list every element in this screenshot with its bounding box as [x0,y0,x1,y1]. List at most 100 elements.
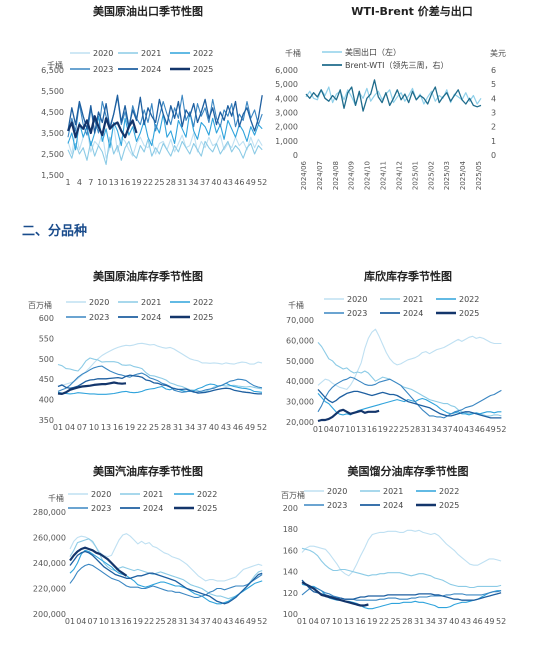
chart-5-xtick-label: 13 [110,617,120,626]
chart-1-xtick-label: 22 [143,178,153,187]
chart-2-ytick-right-label: 1 [491,137,496,146]
chart-3-series-2025-line [57,381,127,395]
chart-6-ytick-label: 120 [283,589,298,598]
chart-6-xtick-label: 49 [484,617,494,626]
chart-1-legend-label: 2021 [141,49,161,58]
chart-6-legend-label: 2023 [327,501,347,510]
chart-4-xtick-label: 22 [388,425,398,434]
chart-4-legend-label: 2023 [347,309,367,318]
chart-4-y-unit: 千桶 [288,301,304,310]
chart-5-series-2025-line [69,546,128,577]
chart-4-xtick-label: 19 [378,425,388,434]
chart-3-xtick-label: 25 [149,423,159,432]
chart-2-ytick-label: 5,000 [275,80,298,89]
chart-2-series-BrentWTI-line [305,79,482,112]
chart-2-xtick-label: 2024/08 [332,161,340,190]
chart-4-group: 20,000 30,000 40,000 50,000 60,000 70,000 01 04… [286,295,506,434]
chart-5-title: 美国汽油库存季节性图 [93,465,203,478]
chart-3-y-unit: 百万桶 [28,301,52,310]
chart-1-xtick-label: 1 [65,178,70,187]
chart-6-xtick-label: 34 [426,617,436,626]
chart-2-xtick-label: 2024/11 [380,161,388,190]
chart-2-ytick-label: 0 [293,151,298,160]
chart-5-xtick-label: 52 [257,617,267,626]
chart-5-legend-label: 2024 [143,504,163,513]
chart-3-group: 350 400 450 500 550 600 01 04 07 10 13 16 19 22 25 28 31… [39,298,267,432]
chart-5-ytick-label: 220,000 [33,585,66,594]
chart-3-ytick-label: 600 [39,314,54,323]
chart-1-xtick-label: 7 [88,178,93,187]
chart-3-legend-label: 2021 [141,298,161,307]
chart-4-xtick-label: 34 [432,425,442,434]
chart-6-legend-label: 2025 [439,501,459,510]
chart-4-series-2020-line [317,328,502,390]
chart-4-series-2024-line [317,388,502,419]
chart-4-series-2023-line [317,376,502,419]
chart-2-xtick-label: 2024/07 [316,161,324,190]
chart-6-title: 美国馏分油库存季节性图 [347,465,469,478]
chart-1-series-2024-line [67,94,263,134]
chart-3-series-2020-line [57,342,263,388]
chart-4-series-2022-line [317,393,502,416]
chart-4-xtick-label: 40 [453,425,463,434]
chart-1-legend-label: 2020 [93,49,113,58]
chart-4-ytick-label: 40,000 [286,377,314,386]
chart-3-xtick-label: 19 [125,423,135,432]
chart-5-xtick-label: 43 [223,617,233,626]
chart-2-xtick-label: 2024/12 [395,161,403,190]
chart-3-legend-label: 2023 [89,313,109,322]
chart-3-ytick-label: 400 [39,396,54,405]
chart-3-series-2024-line [57,374,262,395]
chart-1-xtick-label: 10 [97,178,107,187]
chart-1-legend-label: 2024 [141,65,161,74]
chart-6-xtick-label: 10 [332,617,342,626]
chart-5-legend-label: 2022 [197,490,217,499]
chart-2-xtick-label: 2024/09 [348,161,356,190]
chart-3-ytick-label: 350 [39,416,54,425]
chart-1-series-2021-line [67,136,263,166]
chart-6-ytick-label: 140 [283,568,298,577]
chart-1-xtick-label: 13 [109,178,119,187]
chart-2-legend-label: Brent-WTI（领先三周，右） [345,60,448,70]
chart-5-xtick-label: 28 [167,617,177,626]
chart-4-xtick-label: 25 [399,425,409,434]
chart-3-ytick-label: 450 [39,375,54,384]
chart-4-legend-label: 2024 [403,309,423,318]
chart-3-xtick-label: 43 [221,423,231,432]
chart-4-xtick-label: 37 [442,425,452,434]
chart-6-xtick-label: 22 [379,617,389,626]
chart-6-xtick-label: 04 [309,617,319,626]
chart-2-title: WTI-Brent 价差与出口 [351,5,473,18]
chart-1-xtick-label: 16 [120,178,130,187]
chart-4-xtick-label: 43 [464,425,474,434]
chart-6-xtick-label: 43 [461,617,471,626]
chart-2-group: 0 1,000 2,000 3,000 4,000 5,000 6,000 0 1 2 3 4 5 6 20… [275,47,496,190]
chart-1-xtick-label: 52 [257,178,267,187]
chart-6-legend-label: 2024 [383,501,403,510]
chart-2-xtick-label: 2024/10 [364,161,372,190]
chart-4-xtick-label: 10 [345,425,355,434]
chart-6-group: 100 120 140 160 180 200 01 04 07 10 13 16 19 22 25 28 31… [283,487,506,626]
chart-1-xtick-label: 49 [246,178,256,187]
chart-3-xtick-label: 46 [233,423,243,432]
chart-4-xtick-label: 13 [356,425,366,434]
chart-6-xtick-label: 19 [367,617,377,626]
chart-3-xtick-label: 04 [65,423,75,432]
chart-5-ytick-label: 280,000 [33,508,66,517]
chart-1-xtick-label: 25 [154,178,164,187]
chart-6-xtick-label: 40 [449,617,459,626]
chart-6-ytick-label: 200 [283,504,298,513]
chart-1-ytick-label: 2,500 [41,150,64,159]
chart-4-xtick-label: 31 [421,425,431,434]
chart-5-legend-label: 2025 [197,504,217,513]
chart-5-xtick-label: 34 [189,617,199,626]
chart-6-series-2020-line [301,529,502,577]
chart-3-xtick-label: 49 [245,423,255,432]
chart-3-xtick-label: 40 [209,423,219,432]
chart-1-ytick-label: 5,500 [41,87,64,96]
chart-5-xtick-label: 16 [121,617,131,626]
chart-5-xtick-label: 22 [144,617,154,626]
chart-6-ytick-label: 100 [283,610,298,619]
chart-3-series-2021-line [57,357,263,393]
